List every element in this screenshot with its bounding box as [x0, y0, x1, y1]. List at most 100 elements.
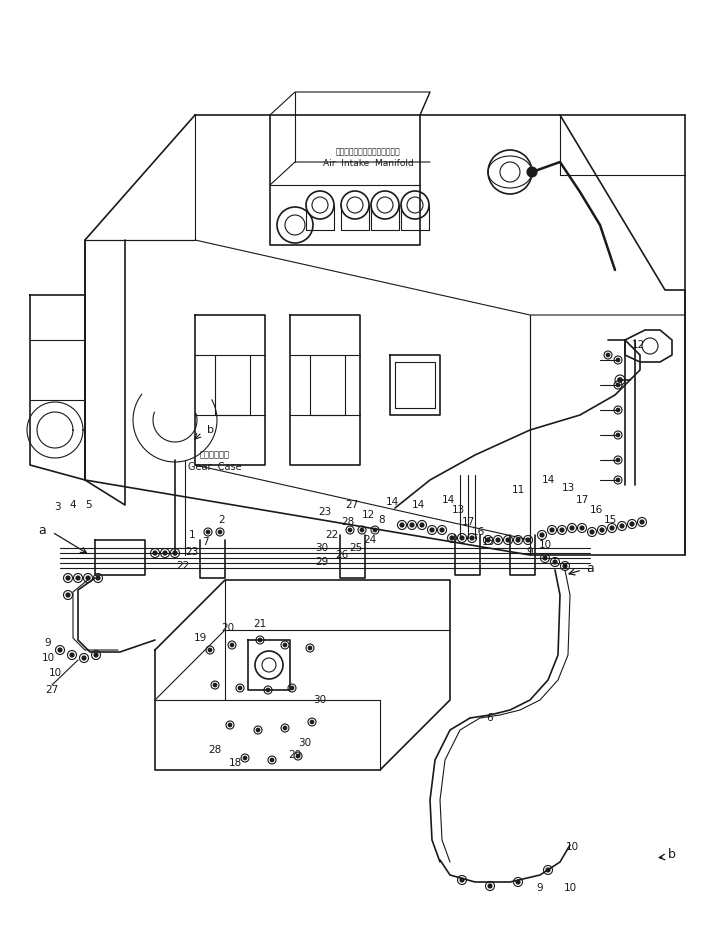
Circle shape — [258, 638, 262, 642]
Circle shape — [266, 688, 270, 692]
Text: 22: 22 — [177, 561, 190, 571]
Circle shape — [66, 576, 70, 580]
Text: Gear  Case: Gear Case — [188, 462, 242, 472]
Text: 19: 19 — [193, 633, 206, 643]
Circle shape — [163, 551, 167, 555]
Text: 9: 9 — [526, 547, 534, 557]
Circle shape — [270, 758, 274, 762]
Circle shape — [308, 646, 312, 650]
Circle shape — [86, 576, 90, 580]
Circle shape — [440, 528, 444, 532]
Text: 14: 14 — [442, 495, 455, 505]
Circle shape — [243, 756, 247, 760]
Text: 16: 16 — [471, 527, 484, 537]
Text: 12: 12 — [361, 510, 374, 520]
Text: 3: 3 — [54, 502, 60, 512]
Circle shape — [616, 383, 620, 387]
Circle shape — [590, 530, 594, 534]
Circle shape — [256, 728, 260, 732]
Text: b: b — [668, 849, 676, 861]
Circle shape — [283, 726, 287, 730]
Text: 18: 18 — [228, 758, 242, 768]
Text: 27: 27 — [345, 500, 358, 510]
Text: 10: 10 — [539, 540, 552, 550]
Text: 30: 30 — [313, 695, 327, 705]
Text: エアーインテークマニホールド: エアーインテークマニホールド — [336, 148, 400, 156]
Circle shape — [238, 686, 242, 690]
Circle shape — [516, 538, 520, 542]
Text: 22: 22 — [325, 530, 339, 540]
Circle shape — [616, 408, 620, 412]
Text: 7: 7 — [202, 537, 209, 547]
Circle shape — [553, 560, 557, 564]
Circle shape — [58, 648, 62, 652]
Circle shape — [153, 551, 157, 555]
Text: Air  Intake  Manifold: Air Intake Manifold — [323, 158, 413, 168]
Text: 14: 14 — [385, 497, 399, 507]
Circle shape — [230, 643, 234, 647]
Circle shape — [526, 538, 530, 542]
Text: 12: 12 — [631, 340, 644, 350]
Circle shape — [173, 551, 177, 555]
Text: 25: 25 — [350, 543, 363, 553]
Circle shape — [213, 683, 216, 687]
Circle shape — [563, 564, 567, 568]
Text: 11: 11 — [511, 485, 525, 495]
Circle shape — [620, 524, 624, 528]
Text: 4: 4 — [70, 500, 76, 510]
Circle shape — [610, 526, 614, 530]
Text: 9: 9 — [536, 883, 543, 893]
Text: a: a — [38, 523, 46, 536]
Circle shape — [228, 724, 232, 726]
Circle shape — [580, 526, 584, 530]
Text: 30: 30 — [316, 543, 329, 553]
Circle shape — [283, 643, 287, 647]
Text: 23: 23 — [185, 547, 198, 557]
Text: a: a — [586, 562, 594, 575]
Circle shape — [420, 523, 424, 527]
Circle shape — [616, 358, 620, 362]
Text: 2: 2 — [219, 515, 225, 525]
Text: 17: 17 — [576, 495, 589, 505]
Circle shape — [410, 523, 414, 527]
Text: 21: 21 — [253, 619, 266, 629]
Text: 1: 1 — [189, 530, 195, 540]
Text: 28: 28 — [342, 517, 355, 527]
Circle shape — [348, 528, 352, 532]
Text: 27: 27 — [46, 685, 59, 695]
Circle shape — [361, 528, 363, 532]
Circle shape — [290, 686, 294, 690]
Circle shape — [606, 353, 610, 357]
Circle shape — [94, 653, 98, 657]
Circle shape — [76, 576, 80, 580]
Circle shape — [550, 528, 554, 532]
Circle shape — [630, 522, 634, 526]
Text: 23: 23 — [319, 507, 332, 517]
Text: 6: 6 — [487, 713, 493, 723]
Circle shape — [400, 523, 404, 527]
Text: 13: 13 — [451, 505, 465, 515]
Circle shape — [470, 536, 474, 540]
Circle shape — [616, 459, 620, 461]
Circle shape — [540, 533, 544, 537]
Circle shape — [70, 653, 74, 657]
Circle shape — [430, 528, 434, 532]
Text: ギヤーケース: ギヤーケース — [200, 450, 230, 460]
Text: 29: 29 — [316, 557, 329, 567]
Circle shape — [209, 649, 212, 651]
Text: 13: 13 — [561, 483, 575, 493]
Circle shape — [600, 528, 604, 532]
Text: 14: 14 — [411, 500, 424, 510]
Text: 8: 8 — [379, 515, 385, 525]
Text: 26: 26 — [335, 550, 349, 560]
Text: 16: 16 — [589, 505, 602, 515]
Circle shape — [296, 754, 300, 758]
Text: 29: 29 — [288, 750, 302, 760]
Circle shape — [616, 433, 620, 437]
Circle shape — [506, 538, 510, 542]
Circle shape — [66, 593, 70, 597]
Text: 24: 24 — [363, 535, 376, 545]
Circle shape — [310, 720, 313, 724]
Circle shape — [516, 880, 520, 884]
Text: 5: 5 — [85, 500, 91, 510]
